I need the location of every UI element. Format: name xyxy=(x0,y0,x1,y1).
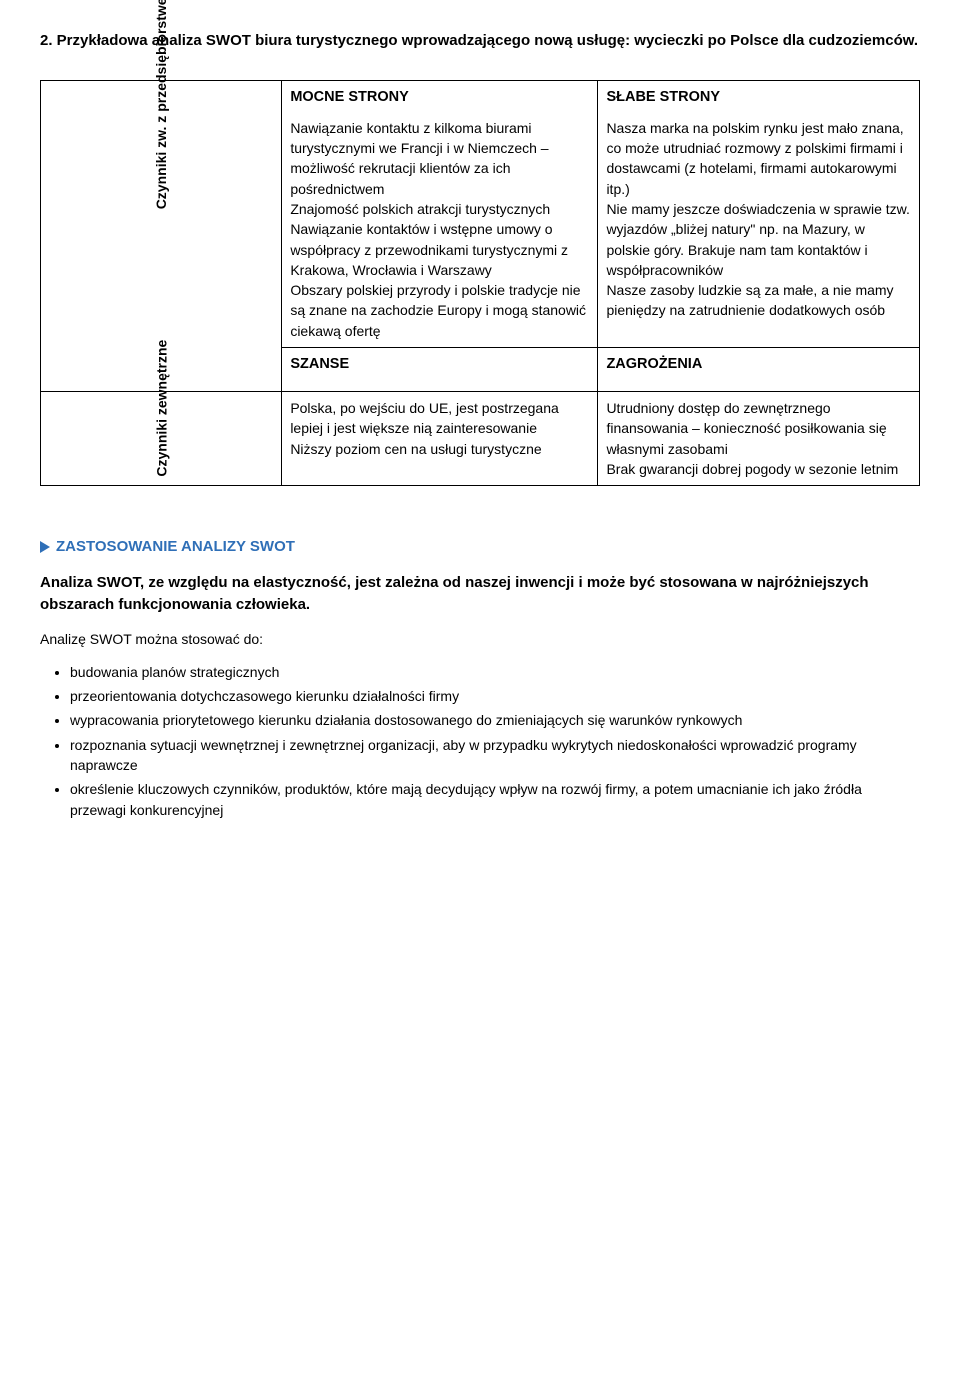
list-item: określenie kluczowych czynników, produkt… xyxy=(70,779,920,820)
swot-table: Czynniki zw. z przedsiębiorstwem MOCNE S… xyxy=(40,80,920,486)
threats-cell: Utrudniony dostęp do zewnętrznego finans… xyxy=(598,392,920,486)
threats-header-cell: ZAGROŻENIA xyxy=(598,348,920,392)
list-item: wypracowania priorytetowego kierunku dzi… xyxy=(70,710,920,730)
weaknesses-cell: SŁABE STRONY Nasza marka na polskim rynk… xyxy=(598,80,920,347)
list-item: rozpoznania sytuacji wewnętrznej i zewnę… xyxy=(70,735,920,776)
flex-paragraph: Analiza SWOT, ze względu na elastyczność… xyxy=(40,572,920,616)
arrow-icon xyxy=(40,541,50,553)
strengths-body: Nawiązanie kontaktu z kilkoma biurami tu… xyxy=(290,118,589,341)
row-label-external: Czynniki zewnętrzne xyxy=(151,340,171,477)
weaknesses-body: Nasza marka na polskim rynku jest mało z… xyxy=(606,118,911,321)
subsection-header: ZASTOSOWANIE ANALIZY SWOT xyxy=(40,536,920,558)
application-list: budowania planów strategicznych przeorie… xyxy=(40,662,920,820)
strengths-title: MOCNE STRONY xyxy=(290,87,589,108)
list-item: przeorientowania dotychczasowego kierunk… xyxy=(70,686,920,706)
row-label-external-cell: Czynniki zewnętrzne xyxy=(41,392,282,486)
subsection-header-text: ZASTOSOWANIE ANALIZY SWOT xyxy=(56,538,295,555)
list-item: budowania planów strategicznych xyxy=(70,662,920,682)
threats-title: ZAGROŻENIA xyxy=(606,354,911,375)
opportunities-title: SZANSE xyxy=(290,354,589,375)
section-title: 2. Przykładowa analiza SWOT biura turyst… xyxy=(40,30,920,52)
row-label-internal: Czynniki zw. z przedsiębiorstwem xyxy=(151,0,171,209)
strengths-cell: MOCNE STRONY Nawiązanie kontaktu z kilko… xyxy=(282,80,598,347)
opportunities-body: Polska, po wejściu do UE, jest postrzega… xyxy=(290,398,589,459)
weaknesses-title: SŁABE STRONY xyxy=(606,87,911,108)
threats-body: Utrudniony dostęp do zewnętrznego finans… xyxy=(606,398,911,479)
opportunities-header-cell: SZANSE xyxy=(282,348,598,392)
intro-paragraph: Analizę SWOT można stosować do: xyxy=(40,629,920,649)
opportunities-cell: Polska, po wejściu do UE, jest postrzega… xyxy=(282,392,598,486)
